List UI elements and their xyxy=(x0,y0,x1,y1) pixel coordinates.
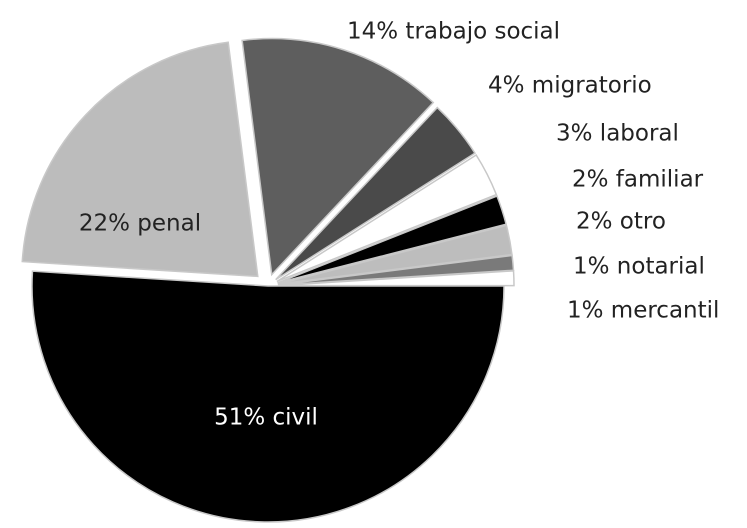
pie-slices xyxy=(21,37,515,523)
pie-slice-mercantil xyxy=(277,270,515,287)
pie-label-otro: 2% otro xyxy=(576,209,666,235)
pie-label-mercantil: 1% mercantil xyxy=(567,298,719,324)
pie-label-migratorio: 4% migratorio xyxy=(488,73,652,99)
pie-label-civil: 51% civil xyxy=(214,405,318,431)
pie-label-familiar: 2% familiar xyxy=(572,167,704,193)
pie-label-laboral: 3% laboral xyxy=(556,121,679,147)
pie-slice-trabajo-social xyxy=(241,37,435,277)
pie-slice-laboral xyxy=(276,153,498,283)
pie-label-notarial: 1% notarial xyxy=(573,254,705,280)
pie-label-penal: 22% penal xyxy=(79,211,201,237)
pie-label-trabajo-social: 14% trabajo social xyxy=(347,19,560,45)
pie-slice-penal xyxy=(21,41,259,278)
pie-slice-familiar xyxy=(277,195,508,284)
pie-labels: 51% civil 22% penal 14% trabajo social 4% m… xyxy=(79,19,720,431)
pie-slice-civil xyxy=(31,270,505,523)
pie-slice-otro xyxy=(277,224,513,285)
pie-slice-migratorio xyxy=(275,106,477,281)
